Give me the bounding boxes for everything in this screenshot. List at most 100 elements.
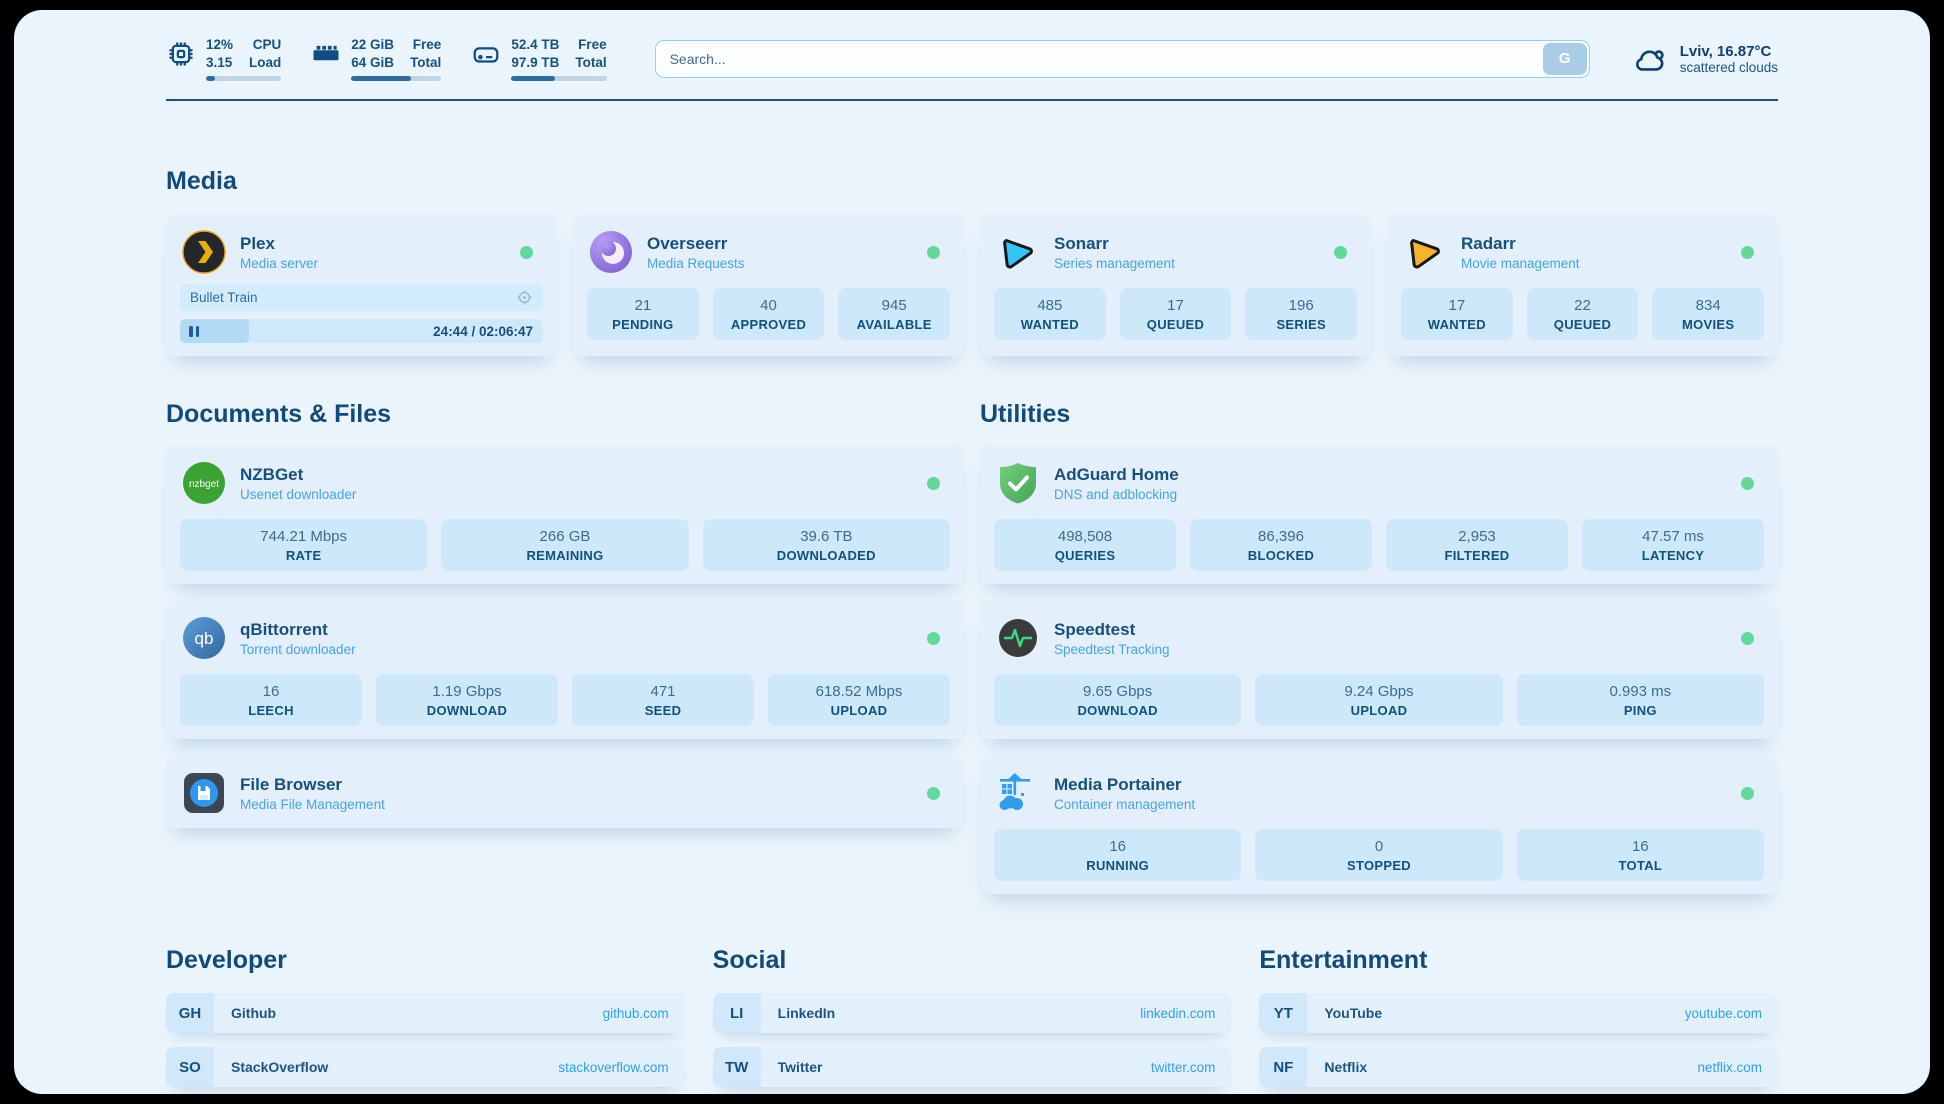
status-dot [1334, 245, 1347, 259]
search-bar: G [654, 39, 1590, 78]
service-card-plex[interactable]: Plex Media server Bullet Train [166, 214, 557, 357]
service-card-radarr[interactable]: Radarr Movie management 17 WANTED 22 QUE… [1387, 214, 1778, 357]
speedtest-icon [996, 616, 1040, 660]
weather-widget: Lviv, 16.87°C scattered clouds [1632, 43, 1778, 75]
playback-progress-bar[interactable]: 24:44 / 02:06:47 [180, 319, 543, 344]
nzbget-icon-text: nzbget [189, 479, 219, 490]
bookmark-url: linkedin.com [1140, 1005, 1216, 1021]
memory-stat: 22 GiB 64 GiB Free Total [311, 36, 442, 82]
memory-progress [351, 76, 442, 82]
nzbget-icon: nzbget [182, 461, 226, 505]
cpu-label-2: Load [249, 55, 282, 71]
disk-label-2: Total [575, 55, 607, 71]
bookmark-youtube[interactable]: YT YouTube youtube.com [1259, 993, 1778, 1034]
bookmark-url: github.com [602, 1005, 669, 1021]
header: 12% 3.15 CPU Load [166, 10, 1778, 82]
stat-rate: 744.21 Mbps RATE [180, 519, 428, 572]
bookmarks-grid: Developer GH Github github.com SO StackO… [166, 894, 1778, 1094]
bookmark-linkedin[interactable]: LI LinkedIn linkedin.com [712, 993, 1232, 1034]
service-card-qbittorrent[interactable]: qb qBittorrent Torrent downloader [166, 600, 964, 740]
stat-upload: 9.24 Gbps UPLOAD [1255, 674, 1503, 727]
search-provider-button[interactable]: G [1542, 42, 1587, 75]
service-card-nzbget[interactable]: nzbget NZBGet Usenet downloader 74 [166, 445, 964, 585]
cpu-value-1: 12% [206, 37, 234, 52]
service-name: File Browser [240, 774, 343, 794]
service-subtitle: Media server [240, 256, 319, 272]
cpu-stat: 12% 3.15 CPU Load [166, 36, 282, 82]
bookmark-stackoverflow[interactable]: SO StackOverflow stackoverflow.com [166, 1047, 685, 1088]
service-card-speedtest[interactable]: Speedtest Speedtest Tracking 9.65 Gbps D… [980, 600, 1778, 740]
service-subtitle: Media Requests [647, 256, 745, 272]
portainer-icon [996, 771, 1040, 815]
status-dot [1741, 245, 1754, 259]
disk-stat: 52.4 TB 97.9 TB Free Total [471, 36, 607, 82]
middle-grid: Documents & Files nzbget [166, 356, 1778, 895]
cpu-icon [166, 39, 196, 69]
settings-icon[interactable] [516, 289, 533, 306]
service-card-sonarr[interactable]: Sonarr Series management 485 WANTED 17 Q… [980, 214, 1371, 357]
memory-icon [311, 39, 341, 69]
qbittorrent-icon: qb [182, 616, 226, 660]
service-name: AdGuard Home [1054, 464, 1179, 484]
plex-icon [182, 230, 226, 275]
status-dot [1741, 786, 1754, 800]
bookmark-abbr: SO [166, 1047, 214, 1088]
stat-series: 196 SERIES [1245, 288, 1358, 341]
disk-label-1: Free [578, 37, 607, 52]
header-divider [166, 99, 1778, 102]
cloud-icon [1632, 44, 1668, 74]
service-name: Speedtest [1054, 619, 1136, 639]
service-card-filebrowser[interactable]: File Browser Media File Management [166, 755, 964, 829]
service-card-adguard[interactable]: AdGuard Home DNS and adblocking 498,508 … [980, 445, 1778, 585]
bookmark-name: LinkedIn [777, 1005, 836, 1022]
filebrowser-icon [182, 771, 226, 815]
pause-icon[interactable] [189, 325, 199, 337]
section-title-developer: Developer [166, 946, 287, 975]
bookmark-netflix[interactable]: NF Netflix netflix.com [1259, 1047, 1778, 1088]
section-title-media: Media [166, 167, 237, 196]
stat-running: 16 RUNNING [994, 829, 1242, 882]
disk-value-2: 97.9 TB [511, 55, 560, 71]
service-name: NZBGet [240, 464, 304, 484]
service-subtitle: Container management [1054, 797, 1196, 813]
bookmark-abbr: YT [1259, 993, 1308, 1034]
search-input[interactable] [654, 39, 1590, 78]
stat-seed: 471 SEED [572, 674, 754, 727]
status-dot [927, 786, 940, 800]
stat-queued: 17 QUEUED [1119, 288, 1232, 341]
stat-available: 945 AVAILABLE [838, 288, 951, 341]
service-name: Sonarr [1054, 233, 1109, 253]
bookmark-name: YouTube [1324, 1005, 1383, 1022]
cpu-progress [206, 76, 282, 82]
qbittorrent-icon-text: qb [195, 629, 214, 648]
bookmark-abbr: NF [1259, 1047, 1308, 1088]
service-card-overseerr[interactable]: Overseerr Media Requests 21 PENDING 40 A… [573, 214, 964, 357]
service-name: qBittorrent [240, 619, 328, 639]
weather-location-temp: Lviv, 16.87°C [1679, 42, 1772, 60]
stat-stopped: 0 STOPPED [1255, 829, 1503, 882]
dashboard-panel: 12% 3.15 CPU Load [14, 10, 1930, 1094]
status-dot [520, 245, 533, 259]
service-subtitle: Usenet downloader [240, 487, 357, 503]
disk-progress [511, 76, 607, 82]
bookmark-url: stackoverflow.com [558, 1059, 669, 1075]
bookmark-name: Netflix [1324, 1059, 1368, 1076]
stat-ping: 0.993 ms PING [1516, 674, 1764, 727]
stat-movies: 834 MOVIES [1652, 288, 1765, 341]
stat-total: 16 TOTAL [1516, 829, 1764, 882]
media-grid: Plex Media server Bullet Train [166, 214, 1778, 357]
service-subtitle: Torrent downloader [240, 642, 356, 658]
service-name: Radarr [1461, 233, 1516, 253]
section-title-entertainment: Entertainment [1259, 946, 1428, 975]
stat-blocked: 86,396 BLOCKED [1190, 519, 1372, 572]
bookmark-github[interactable]: GH Github github.com [166, 993, 685, 1034]
service-subtitle: DNS and adblocking [1054, 487, 1178, 503]
stat-queries: 498,508 QUERIES [994, 519, 1176, 572]
bookmark-twitter[interactable]: TW Twitter twitter.com [712, 1047, 1232, 1088]
service-card-portainer[interactable]: Media Portainer Container management 16 … [980, 755, 1778, 895]
service-subtitle: Media File Management [240, 797, 385, 813]
service-name: Plex [240, 233, 275, 253]
bookmark-name: StackOverflow [231, 1059, 329, 1076]
stat-approved: 40 APPROVED [712, 288, 825, 341]
service-name: Media Portainer [1054, 774, 1182, 794]
